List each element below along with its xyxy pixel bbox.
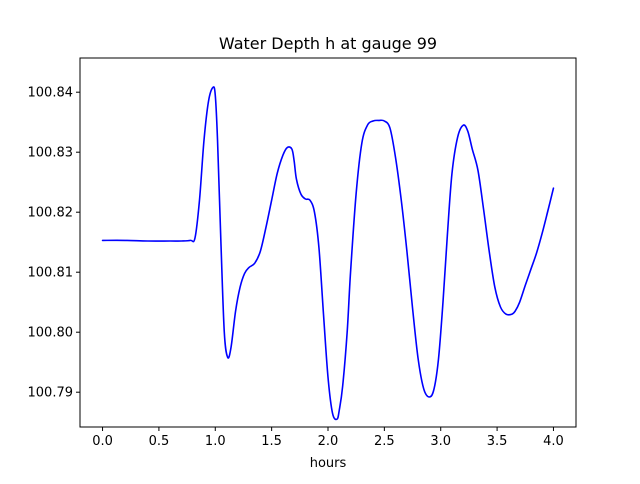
x-tick-label: 4.0 [543, 434, 564, 449]
x-tick-label: 1.5 [261, 434, 282, 449]
x-axis-title: hours [310, 456, 347, 471]
series-line [101, 86, 555, 421]
x-tick-label: 0.0 [92, 434, 113, 449]
x-tick-label: 2.5 [374, 434, 395, 449]
y-tick-label: 100.80 [28, 326, 74, 341]
x-tick-label: 1.0 [205, 434, 226, 449]
y-axis-ticks: 100.79 100.80 100.81 100.82 100.83 100.84 [28, 86, 80, 401]
y-tick-label: 100.81 [28, 266, 74, 281]
y-tick-label: 100.84 [28, 86, 74, 101]
x-tick-label: 0.5 [149, 434, 170, 449]
y-tick-label: 100.82 [28, 206, 74, 221]
x-tick-label: 2.0 [318, 434, 339, 449]
chart-title: Water Depth h at gauge 99 [219, 34, 437, 53]
y-tick-label: 100.79 [28, 386, 74, 401]
x-axis-ticks: 0.0 0.5 1.0 1.5 2.0 2.5 3.0 3.5 4.0 [92, 427, 564, 449]
x-tick-label: 3.0 [430, 434, 451, 449]
series-layer [101, 86, 555, 421]
plot-area-frame [79, 57, 577, 428]
x-tick-label: 3.5 [487, 434, 508, 449]
y-tick-label: 100.83 [28, 146, 74, 161]
